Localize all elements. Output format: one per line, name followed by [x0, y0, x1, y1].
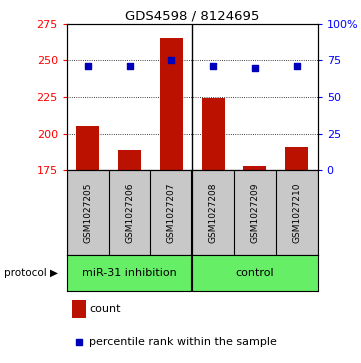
Bar — [160, 38, 183, 170]
Point — [294, 63, 300, 69]
Text: GSM1027209: GSM1027209 — [251, 183, 260, 243]
Bar — [72, 301, 86, 318]
Text: count: count — [90, 305, 121, 314]
Title: GDS4598 / 8124695: GDS4598 / 8124695 — [125, 9, 260, 23]
Point — [252, 65, 258, 70]
Text: percentile rank within the sample: percentile rank within the sample — [90, 337, 277, 347]
Text: GSM1027205: GSM1027205 — [83, 183, 92, 243]
Text: miR-31 inhibition: miR-31 inhibition — [82, 268, 177, 278]
Text: GSM1027210: GSM1027210 — [292, 183, 301, 243]
Text: control: control — [236, 268, 274, 278]
Bar — [243, 166, 266, 170]
Point — [127, 63, 132, 69]
Text: protocol ▶: protocol ▶ — [4, 268, 58, 278]
Point — [210, 63, 216, 69]
Point — [169, 57, 174, 63]
Text: GSM1027207: GSM1027207 — [167, 183, 176, 243]
Bar — [285, 147, 308, 170]
Bar — [76, 126, 99, 170]
Point — [85, 63, 91, 69]
Point — [76, 339, 82, 344]
Text: GSM1027208: GSM1027208 — [209, 183, 218, 243]
Bar — [118, 150, 141, 170]
Bar — [202, 98, 225, 170]
Text: GSM1027206: GSM1027206 — [125, 183, 134, 243]
